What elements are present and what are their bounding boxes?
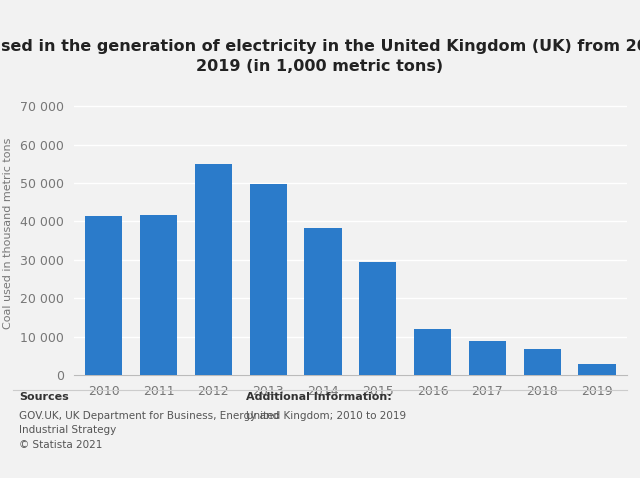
Bar bbox=[140, 215, 177, 375]
Bar bbox=[305, 228, 342, 375]
Bar bbox=[85, 216, 122, 375]
Text: Sources: Sources bbox=[19, 392, 69, 402]
Bar bbox=[524, 349, 561, 375]
Text: GOV.UK, UK Department for Business, Energy and: GOV.UK, UK Department for Business, Ener… bbox=[19, 411, 279, 421]
Text: © Statista 2021: © Statista 2021 bbox=[19, 440, 102, 450]
Text: United Kingdom; 2010 to 2019: United Kingdom; 2010 to 2019 bbox=[246, 411, 406, 421]
Bar bbox=[579, 364, 616, 375]
Bar bbox=[250, 184, 287, 375]
Bar bbox=[195, 164, 232, 375]
Text: Coal used in the generation of electricity in the United Kingdom (UK) from 2010 : Coal used in the generation of electrici… bbox=[0, 39, 640, 74]
Bar bbox=[414, 329, 451, 375]
Bar bbox=[468, 341, 506, 375]
Bar bbox=[359, 262, 396, 375]
Text: Industrial Strategy: Industrial Strategy bbox=[19, 425, 116, 435]
Text: Additional Information:: Additional Information: bbox=[246, 392, 392, 402]
Y-axis label: Coal used in thousand metric tons: Coal used in thousand metric tons bbox=[3, 137, 13, 329]
